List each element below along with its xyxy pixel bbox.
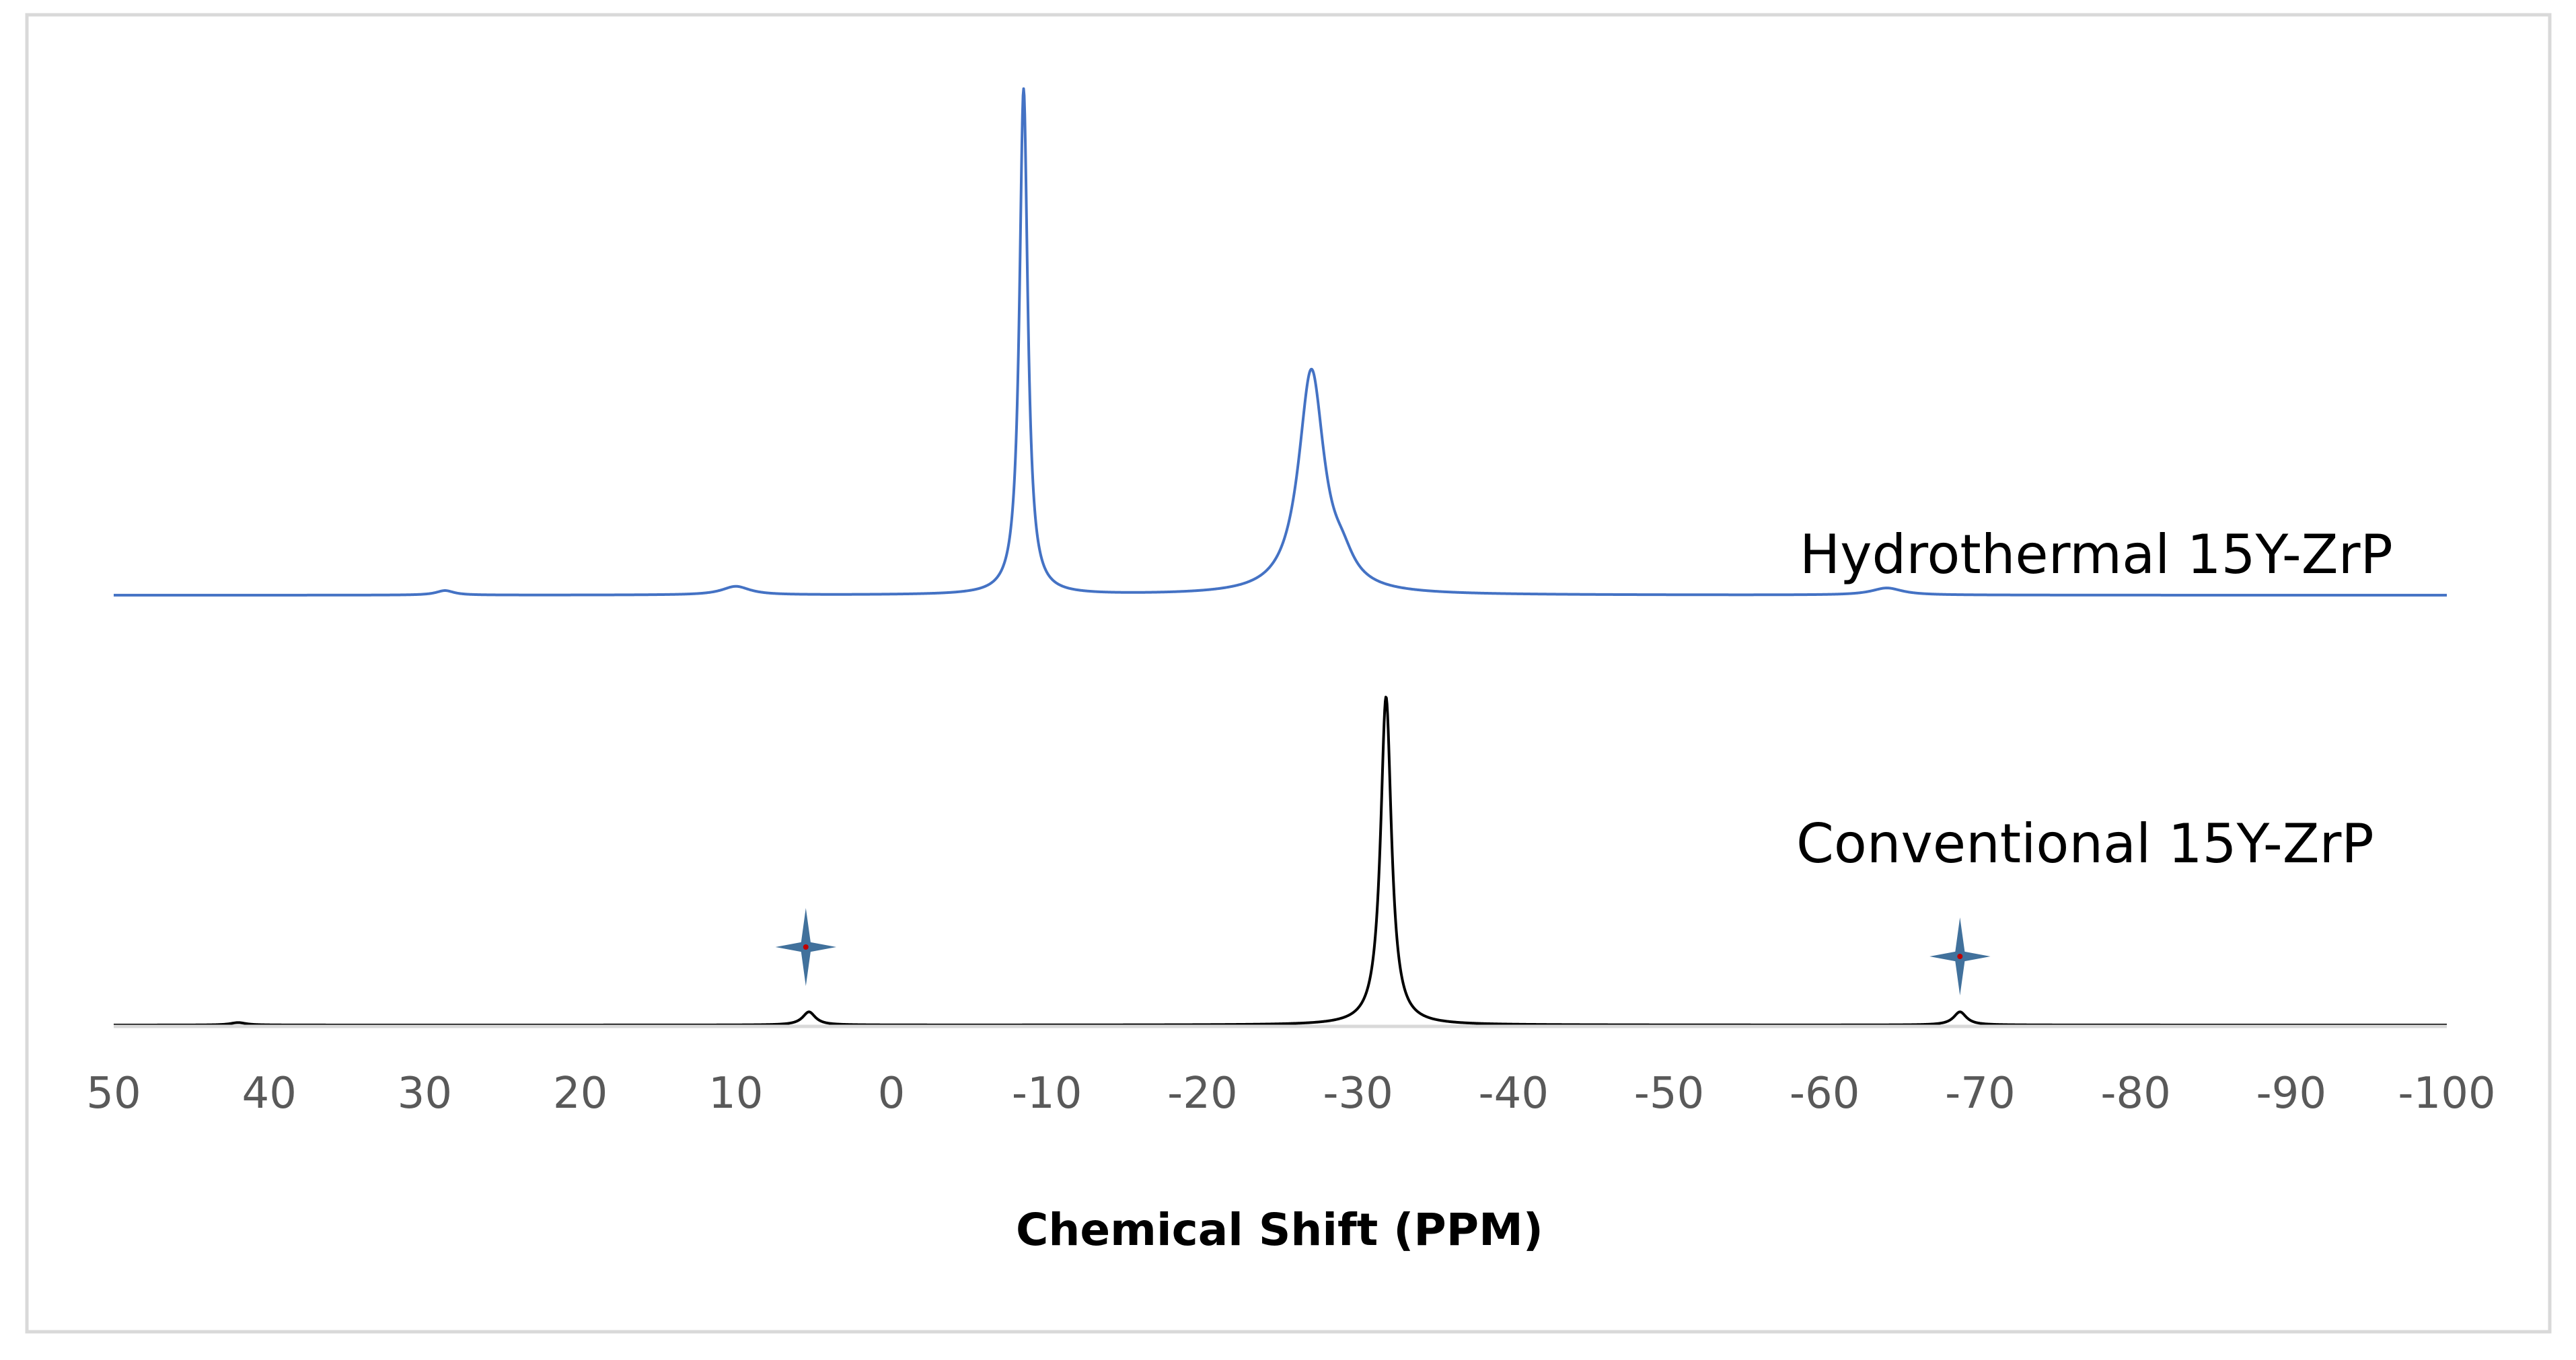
x-tick-label: 40 [242, 1069, 296, 1119]
star-center-dot [803, 944, 809, 950]
series-line-upper [112, 87, 2448, 597]
x-tick-label: -70 [1945, 1069, 2016, 1119]
x-tick-label: -90 [2256, 1069, 2327, 1119]
x-tick-label: -20 [1167, 1069, 1238, 1119]
star-center-dot [1957, 954, 1963, 959]
chart-border [25, 13, 2552, 1334]
x-tick-label: 10 [708, 1069, 763, 1119]
x-tick-label: 30 [398, 1069, 452, 1119]
x-tick-label: 20 [553, 1069, 608, 1119]
series-label-upper: Hydrothermal 15Y-ZrP [1800, 523, 2393, 586]
x-tick-labels: 50 40 30 20 10 0 -10 -20 -30 -40 -50 -60 -70 -80 -90 -1… [86, 1069, 2495, 1119]
series-label-lower: Conventional 15Y-ZrP [1796, 813, 2374, 875]
x-tick-label: -100 [2398, 1069, 2495, 1119]
annotation-markers [775, 908, 1991, 995]
x-tick-label: -80 [2100, 1069, 2171, 1119]
x-axis-title: Chemical Shift (PPM) [1016, 1204, 1543, 1256]
x-tick-label: -60 [1790, 1069, 1860, 1119]
x-tick-label: -10 [1012, 1069, 1082, 1119]
spinning-sideband-star-icon [775, 908, 837, 986]
spinning-sideband-star-icon [1929, 917, 1991, 995]
x-tick-label: -50 [1634, 1069, 1705, 1119]
series-labels: Hydrothermal 15Y-ZrP Conventional 15Y-ZrP [1796, 523, 2393, 875]
x-tick-label: -40 [1479, 1069, 1549, 1119]
x-tick-label: -30 [1323, 1069, 1393, 1119]
x-tick-label: 50 [86, 1069, 141, 1119]
x-tick-label: 0 [878, 1069, 906, 1119]
